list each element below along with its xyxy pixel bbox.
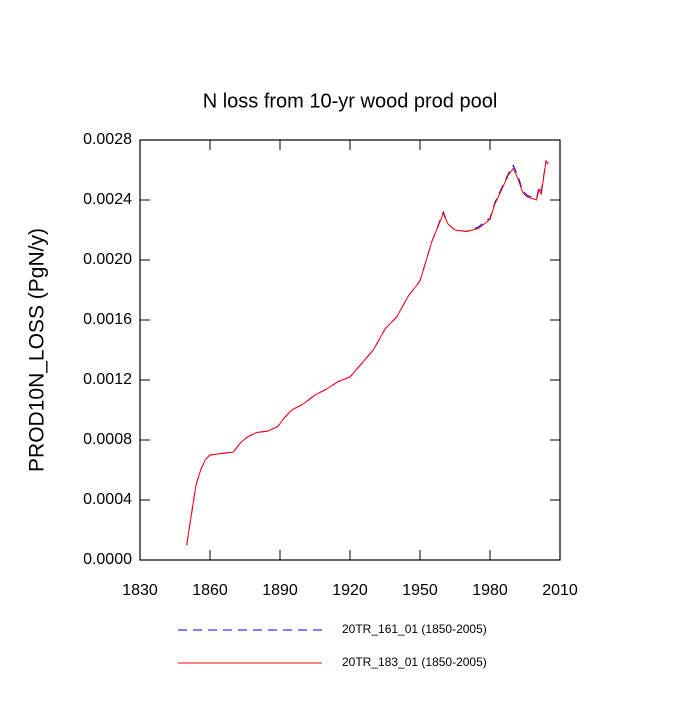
data-line [186,159,549,546]
y-tick-label: 0.0020 [83,251,132,268]
x-tick-label: 1890 [262,582,298,599]
y-tick-label: 0.0008 [83,431,132,448]
x-tick-label: 1980 [472,582,508,599]
x-tick-label: 1920 [332,582,368,599]
x-tick-label: 1860 [192,582,228,599]
y-tick-label: 0.0016 [83,311,132,328]
y-tick-label: 0.0012 [83,371,132,388]
x-tick-label: 2010 [542,582,578,599]
legend-label: 20TR_161_01 (1850-2005) [342,622,487,636]
chart-title: N loss from 10-yr wood prod pool [203,90,498,112]
y-axis-label: PROD10N_LOSS (PgN/y) [26,228,49,472]
x-tick-label: 1950 [402,582,438,599]
y-tick-label: 0.0028 [83,131,132,148]
y-tick-label: 0.0024 [83,191,132,208]
y-tick-label: 0.0004 [83,491,132,508]
legend-label: 20TR_183_01 (1850-2005) [342,655,487,669]
x-tick-label: 1830 [122,582,158,599]
y-tick-label: 0.0000 [83,551,132,568]
